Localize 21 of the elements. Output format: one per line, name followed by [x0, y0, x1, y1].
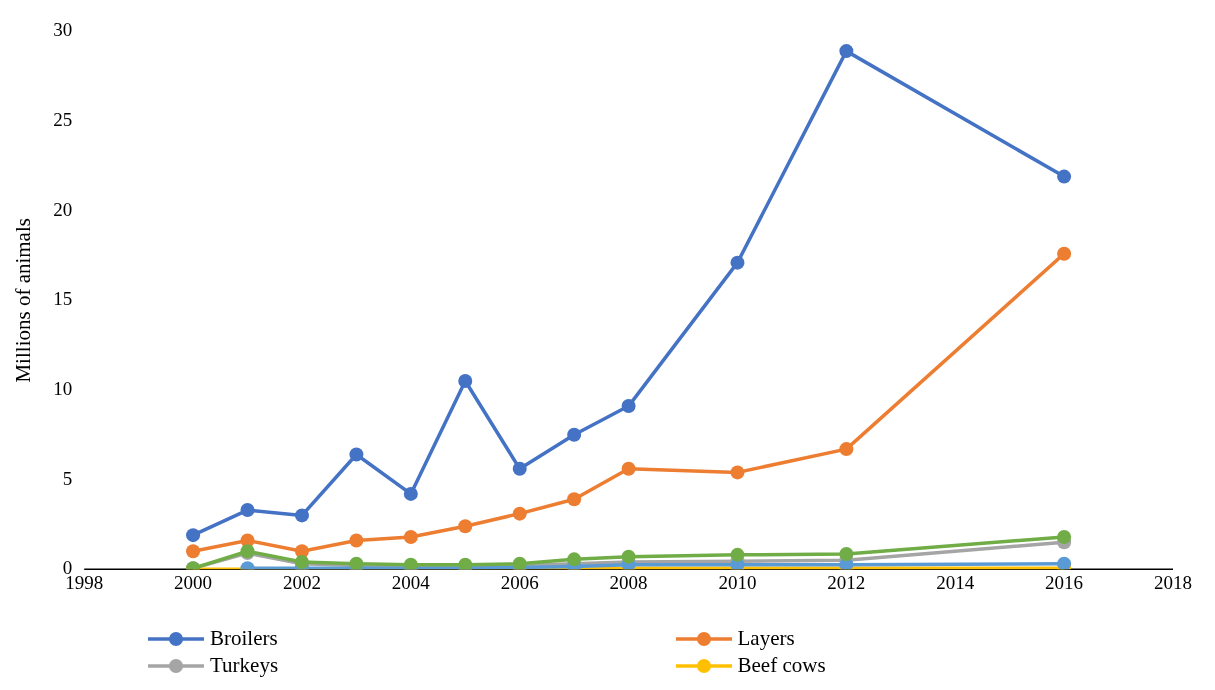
- x-tick-label: 2012: [827, 571, 866, 593]
- legend-label: Broilers: [210, 626, 278, 651]
- x-tick-label: 2010: [718, 571, 757, 593]
- x-tick-label: 2002: [282, 571, 321, 593]
- x-tick-label: 2008: [609, 571, 648, 593]
- x-tick-label: 2000: [174, 571, 213, 593]
- y-tick-label: 5: [62, 467, 73, 489]
- y-tick-label: 30: [53, 19, 73, 41]
- x-tick-label: 2014: [936, 571, 975, 593]
- legend-label: Beef cows: [737, 653, 826, 678]
- y-tick-label: 10: [53, 377, 73, 399]
- x-tick-label: 2006: [500, 571, 539, 593]
- legend-label: Turkeys: [210, 653, 279, 678]
- legend-label: Layers: [737, 626, 795, 651]
- x-tick-label: 2018: [1154, 571, 1192, 593]
- y-tick-label: 15: [53, 288, 73, 310]
- y-tick-label: 20: [53, 198, 73, 220]
- x-tick-label: 2016: [1045, 571, 1084, 593]
- y-tick-label: 25: [53, 109, 73, 131]
- y-axis-title: Millions of animals: [11, 218, 36, 383]
- x-tick-label: 2004: [391, 571, 431, 593]
